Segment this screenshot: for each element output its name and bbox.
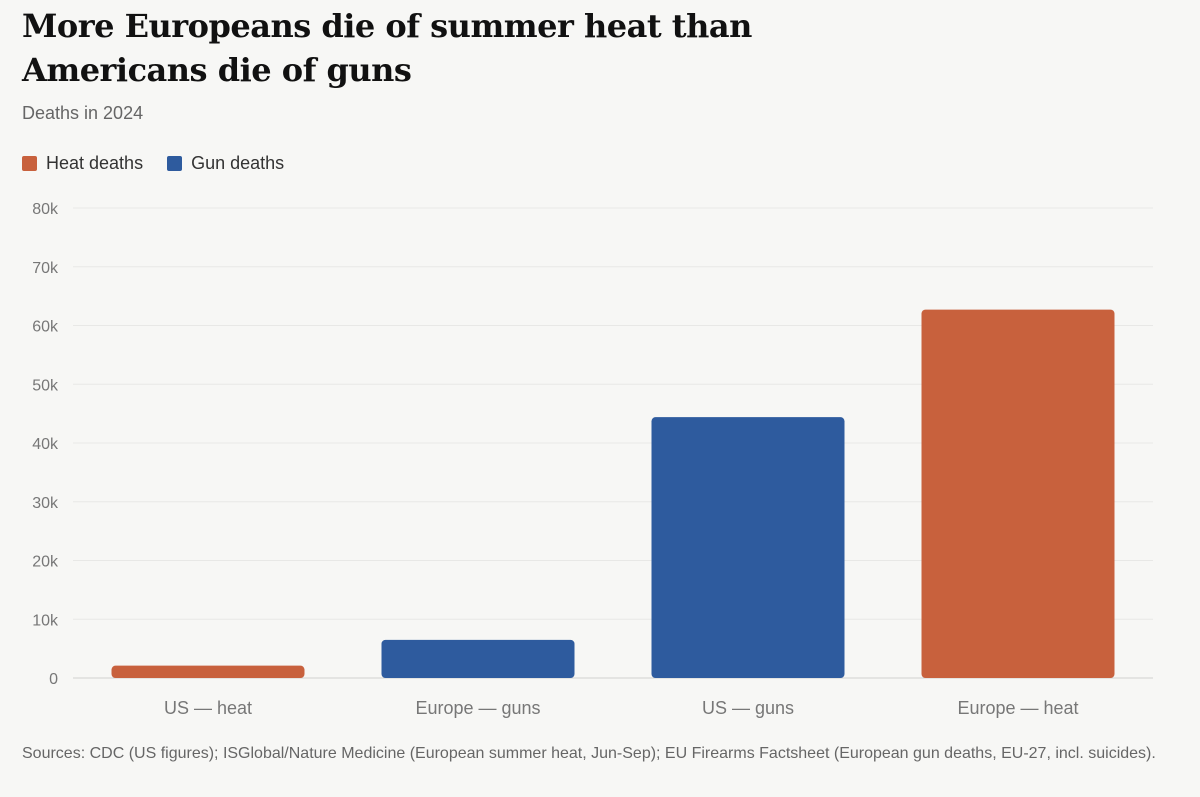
chart-title: More Europeans die of summer heat than A…	[22, 7, 752, 89]
chart-subtitle: Deaths in 2024	[22, 103, 144, 123]
bar	[921, 309, 1115, 678]
legend: Heat deaths Gun deaths	[22, 153, 308, 174]
y-tick-label: 60k	[32, 319, 59, 336]
x-category-label: US — guns	[702, 698, 794, 718]
y-tick-label: 10k	[32, 612, 59, 629]
legend-label-heat: Heat deaths	[46, 153, 144, 173]
sources-note: Sources: CDC (US figures); ISGlobal/Natu…	[22, 745, 1156, 762]
legend-swatch-heat	[22, 156, 37, 171]
x-category-label: Europe — guns	[415, 698, 540, 718]
y-tick-label: 40k	[32, 436, 59, 453]
y-tick-label: 80k	[32, 201, 59, 218]
y-tick-label: 70k	[32, 260, 59, 277]
bar	[651, 417, 845, 678]
y-tick-label: 30k	[32, 495, 59, 512]
y-tick-label: 0	[49, 671, 58, 688]
y-tick-label: 50k	[32, 377, 59, 394]
bar	[111, 665, 305, 678]
legend-item-heat: Heat deaths	[22, 153, 143, 174]
bar	[381, 639, 575, 678]
legend-label-guns: Gun deaths	[191, 153, 285, 173]
y-tick-label: 20k	[32, 554, 59, 571]
bar-chart: 0 10k 20k 30k 40k 50k 60k 70k 80k US — heat Europe…	[32, 201, 1153, 718]
legend-item-guns: Gun deaths	[167, 153, 284, 174]
legend-swatch-guns	[167, 156, 183, 171]
x-category-label: US — heat	[164, 698, 252, 718]
x-category-label: Europe — heat	[957, 698, 1078, 718]
